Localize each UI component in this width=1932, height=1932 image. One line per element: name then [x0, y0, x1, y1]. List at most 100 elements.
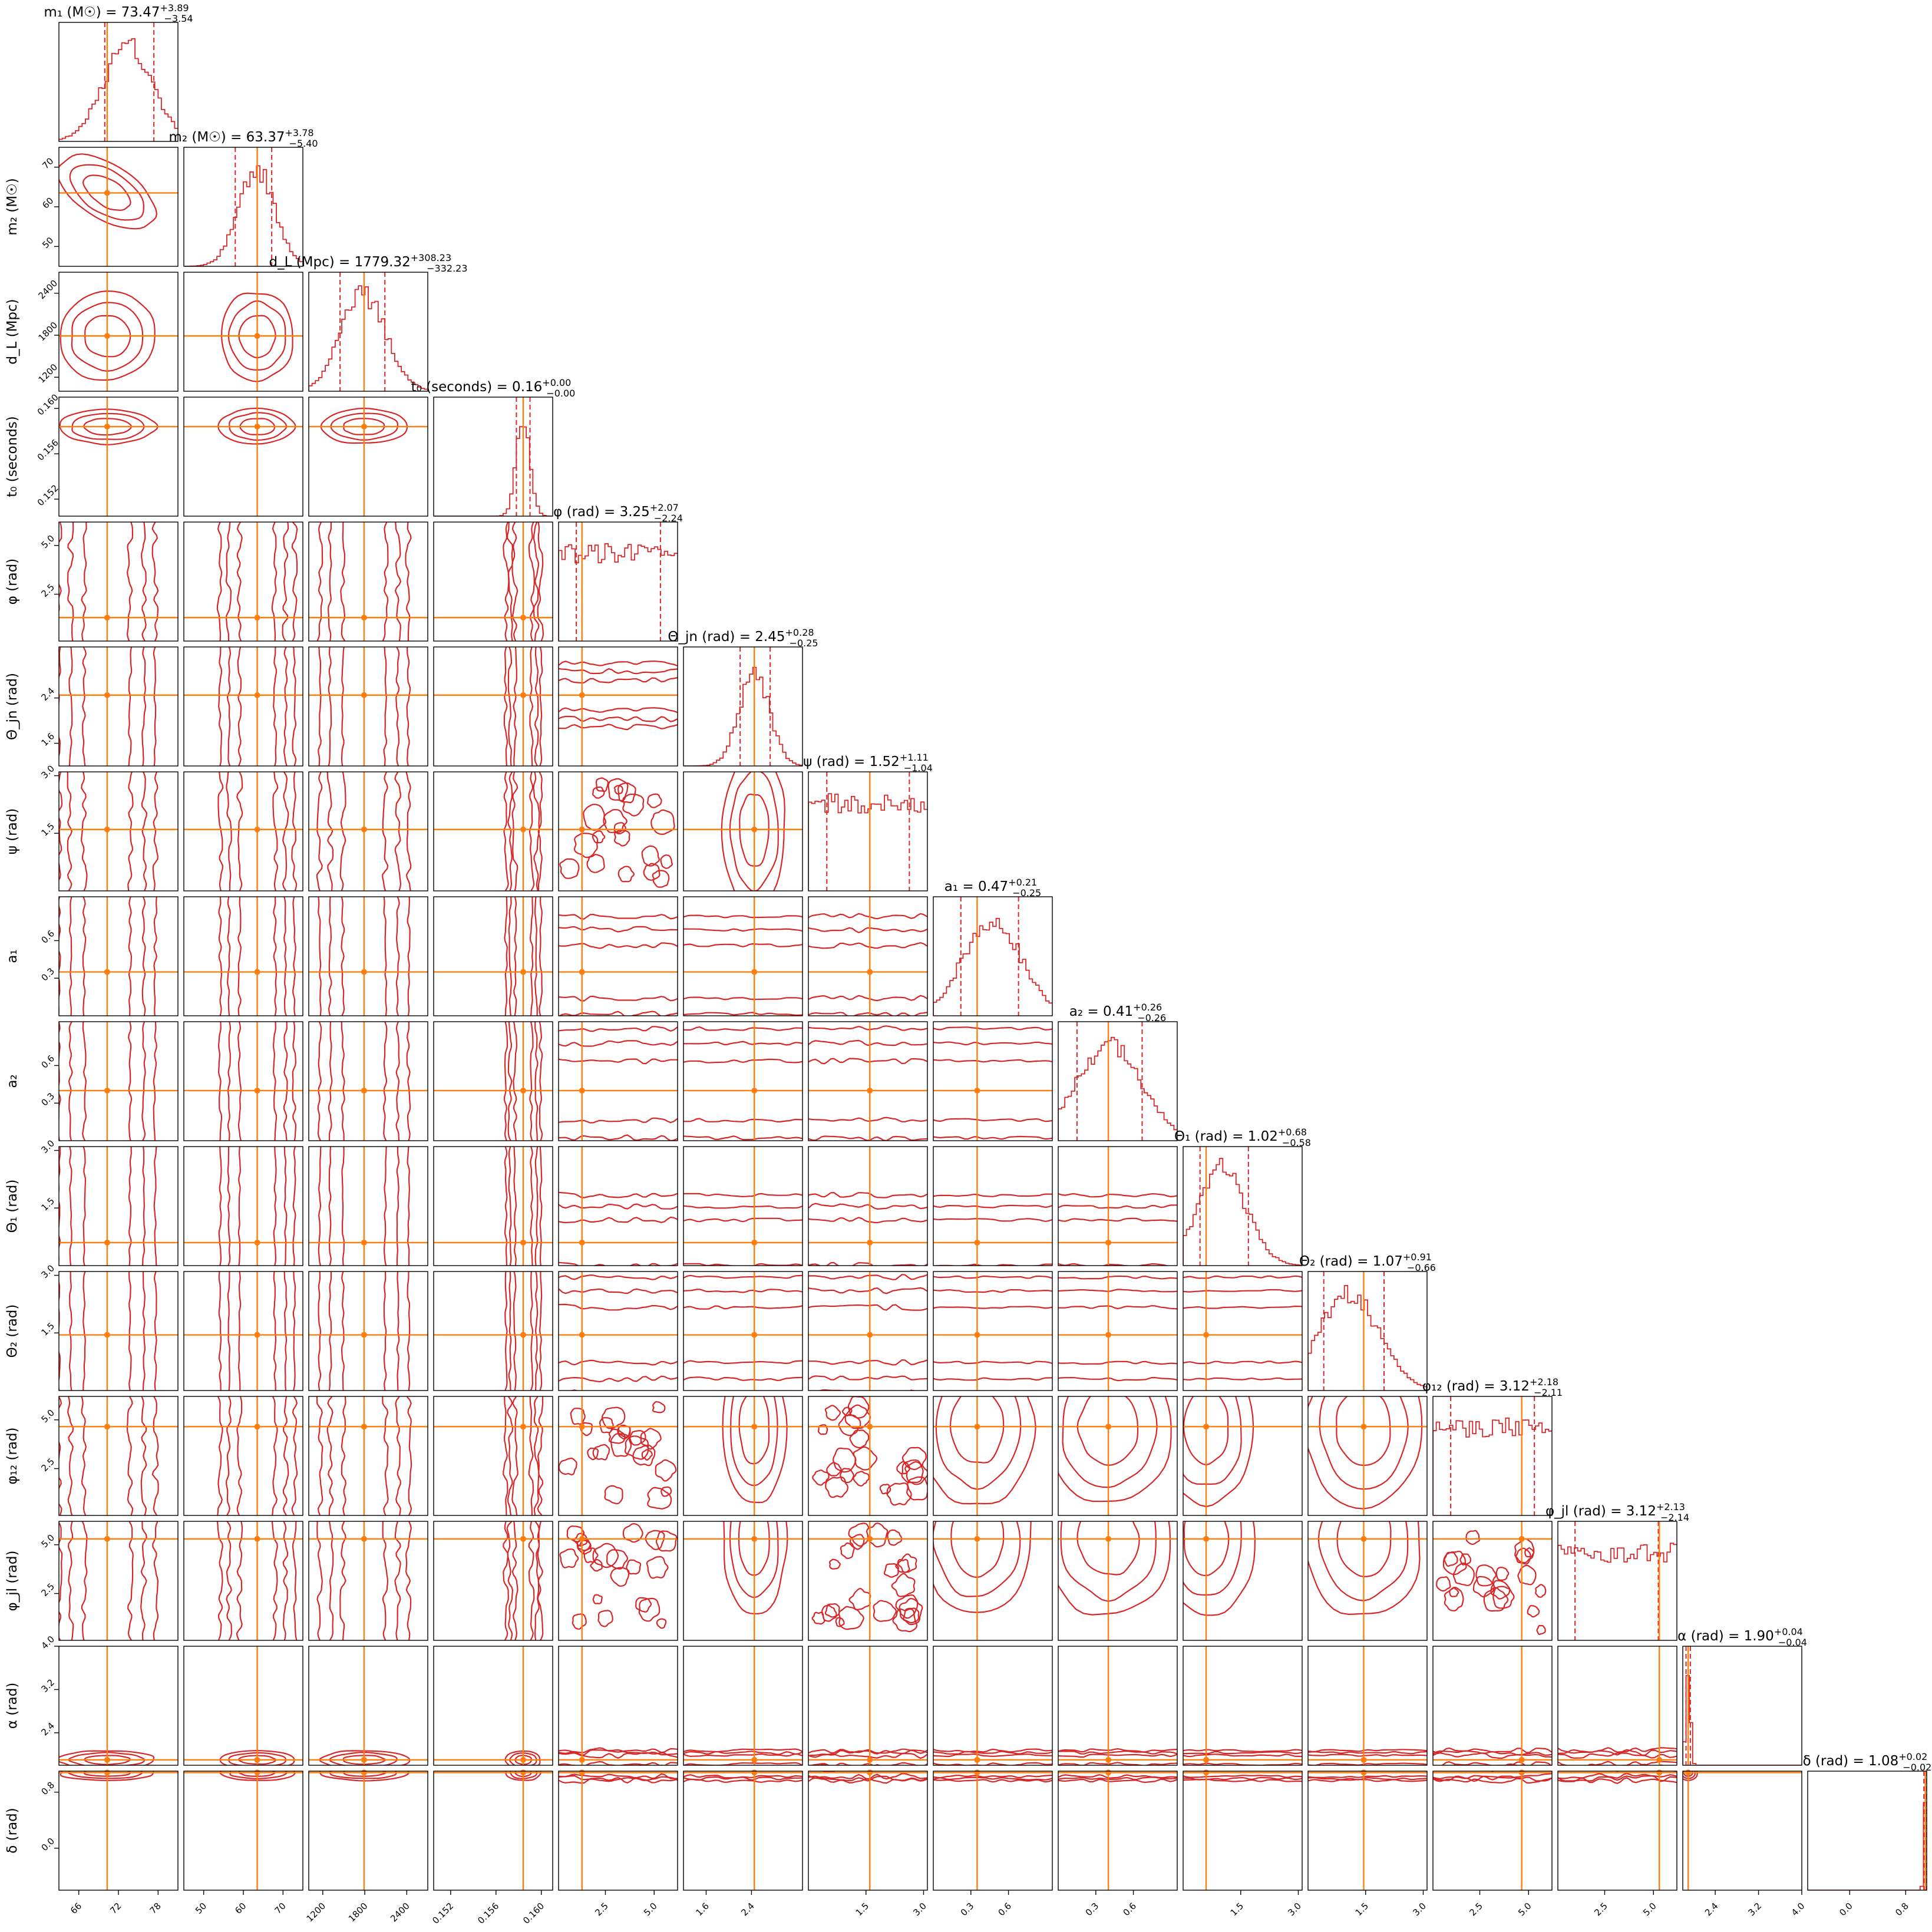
title-sub: −2.11: [1534, 1387, 1563, 1398]
title-sup: +0.00: [542, 377, 571, 388]
y-tick-label: 2.4: [39, 685, 57, 703]
panel-phi12-vs-a1: [933, 1396, 1053, 1516]
x-axis-delta: 0.00.8δ (rad): [1837, 1890, 1911, 1918]
contour-line: [895, 1594, 919, 1619]
contour-line: [1058, 1217, 1177, 1222]
contour-line: [326, 1396, 334, 1515]
truth-marker: [974, 1769, 980, 1776]
title-sub: −5.40: [289, 138, 318, 149]
contour-line: [1058, 1275, 1177, 1280]
panel-background: [1308, 1396, 1427, 1515]
panel-frame: [183, 1646, 303, 1766]
contour-line: [530, 1272, 534, 1391]
contour-line: [683, 1041, 802, 1046]
contour-line: [282, 1521, 289, 1640]
contour-group: [559, 913, 678, 1016]
histogram-theta2: Θ₂ (rad) = 1.07+0.91 −0.66: [1299, 1251, 1436, 1391]
histogram-theta_jn: Θ_jn (rad) = 2.45+0.28 −0.25: [668, 627, 818, 767]
y-axis-theta1: 1.5 3.0 Θ₁ (rad): [5, 1138, 59, 1233]
panel-background: [184, 1147, 303, 1266]
y-tick-label: 5.0: [39, 1533, 57, 1550]
truth-marker: [974, 1239, 980, 1246]
contour-line: [539, 1022, 543, 1141]
panel-frame: [933, 1771, 1053, 1891]
contour-line: [237, 647, 242, 766]
contour-line: [382, 522, 389, 641]
contour-line: [559, 724, 678, 731]
panel-theta1-vs-theta_jn: [683, 1146, 803, 1266]
histogram-alpha: α (rad) = 1.90+0.04 −0.04: [1677, 1626, 1807, 1766]
y-axis-label: α (rad): [5, 1683, 20, 1729]
contour-line: [283, 647, 288, 766]
panel-delta-vs-theta_jn: [683, 1769, 803, 1891]
contour-line: [613, 822, 626, 835]
contour-line: [341, 1022, 345, 1141]
panel-background: [434, 1147, 553, 1266]
hist-body: [59, 22, 178, 141]
contour-line: [1475, 1564, 1497, 1587]
contour-line: [808, 1748, 927, 1754]
histogram-step: [59, 38, 178, 141]
contour-line: [141, 897, 146, 1016]
hist-body: [808, 772, 927, 891]
panel-background: [1183, 1521, 1302, 1640]
y-tick-label: 5.0: [39, 533, 57, 551]
contour-line: [1183, 1396, 1254, 1508]
panel-background: [683, 1771, 802, 1890]
panel-background: [434, 1272, 553, 1391]
contour-line: [528, 1521, 535, 1640]
contour-line: [1433, 1752, 1552, 1759]
truth-marker: [361, 826, 367, 833]
truth-marker: [361, 1087, 367, 1094]
panel-psi-vs-theta_jn: [683, 771, 803, 891]
panel-delta-vs-phijl: [1557, 1769, 1677, 1891]
contour-line: [395, 1022, 400, 1141]
panel-a2-vs-theta_jn: [683, 1021, 803, 1141]
contour-line: [142, 1147, 146, 1266]
panel-alpha-vs-theta1: [1183, 1646, 1303, 1766]
contour-line: [683, 996, 802, 1000]
panel-phijl-vs-theta2: [1307, 1521, 1428, 1641]
contour-line: [1058, 1263, 1177, 1266]
contour-line: [1472, 1576, 1495, 1598]
x-tick-label: 2.4: [1703, 1901, 1720, 1918]
panel-a1-vs-t0: [433, 896, 553, 1016]
contour-line: [1183, 1289, 1302, 1293]
contour-line: [406, 1022, 411, 1141]
contour-line: [592, 786, 605, 799]
truth-marker: [361, 692, 367, 698]
panel-frame: [308, 771, 428, 891]
contour-line: [316, 1521, 323, 1640]
truth-marker: [579, 969, 585, 975]
contour-line: [69, 1147, 72, 1266]
contour-group: [316, 1396, 412, 1515]
contour-line: [559, 1274, 678, 1280]
contour-line: [1183, 1305, 1302, 1309]
contour-line: [1183, 1749, 1302, 1752]
contour-line: [849, 1534, 865, 1550]
panel-background: [683, 1272, 802, 1391]
panel-phijl-vs-dL: [308, 1521, 428, 1641]
panel-frame: [308, 272, 428, 392]
title-main: m₂ (M☉) = 63.37: [169, 130, 285, 145]
x-tick-label: 3.0: [1286, 1901, 1303, 1918]
panel-frame: [308, 1396, 428, 1516]
contour-line: [1452, 1562, 1475, 1587]
contour-line: [1058, 1304, 1177, 1310]
contour-line: [503, 1521, 509, 1640]
histogram-title: Θ₂ (rad) = 1.07+0.91 −0.66: [1299, 1251, 1436, 1273]
contour-group: [59, 522, 159, 641]
contour-line: [225, 522, 232, 641]
contour-group: [504, 1147, 543, 1266]
panel-alpha-vs-m2: [183, 1646, 303, 1766]
contour-line: [808, 942, 927, 949]
histogram-dL: d_L (Mpc) = 1779.32+308.23 −332.23: [269, 252, 468, 392]
contour-line: [808, 1359, 927, 1366]
y-axis-label: φ (rad): [5, 559, 20, 605]
panel-delta-vs-a1: [933, 1769, 1053, 1891]
panel-background: [309, 1147, 428, 1266]
truth-marker: [867, 1087, 873, 1094]
panel-phijl-vs-a2: [1058, 1521, 1178, 1641]
contour-group: [318, 1147, 410, 1266]
